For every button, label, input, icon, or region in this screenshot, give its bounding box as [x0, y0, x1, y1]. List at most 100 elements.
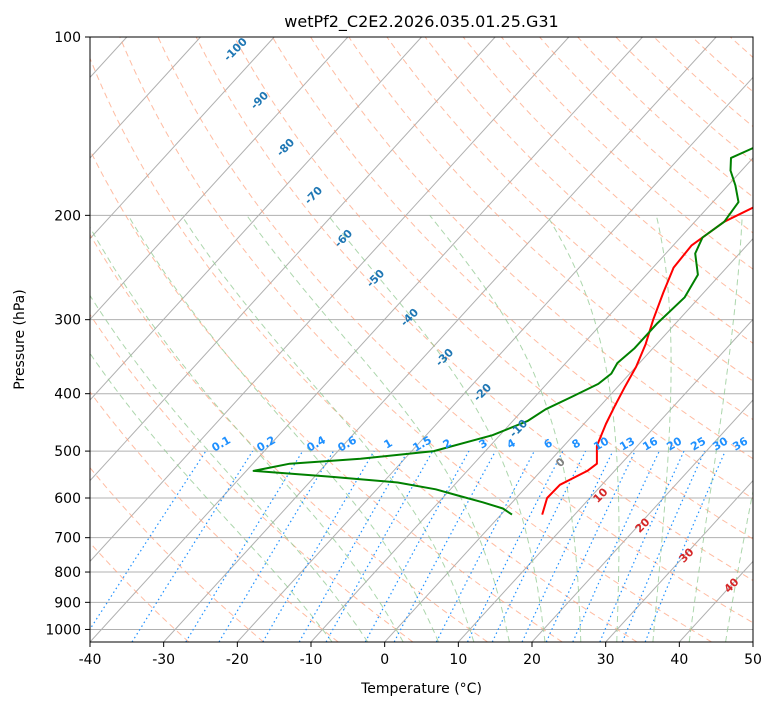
- moist-adiabat-label: 0: [553, 455, 568, 470]
- moist-adiabat-line: [546, 215, 620, 642]
- isotherm-label: -90: [248, 89, 271, 112]
- dry-adiabat-line: [233, 37, 753, 540]
- mixing-ratio-label: 30: [710, 434, 730, 453]
- dry-adiabat-line: [90, 313, 414, 642]
- dry-adiabat-line: [90, 149, 563, 642]
- moist-adiabat-label: 10: [591, 485, 611, 505]
- y-tick-label: 100: [54, 30, 81, 46]
- mixing-ratio-line: [131, 450, 254, 642]
- isotherm-line: [236, 76, 753, 642]
- isotherm-label: -30: [433, 346, 456, 369]
- mixing-ratio-label: 25: [688, 435, 708, 454]
- isotherm-label: -50: [364, 267, 387, 290]
- isotherm-label: -70: [302, 184, 325, 207]
- y-tick-label: 800: [54, 565, 81, 581]
- mixing-ratio-label: 36: [730, 434, 750, 453]
- mixing-ratio-label: 3: [477, 436, 490, 451]
- dry-adiabat-line: [424, 37, 753, 344]
- mixing-ratio-line: [491, 450, 587, 642]
- dry-adiabat-line: [272, 37, 753, 500]
- isotherm-line: [752, 641, 753, 642]
- dry-adiabat-line: [195, 37, 753, 582]
- dry-adiabat-line: [90, 57, 638, 642]
- dry-adiabat-line: [769, 37, 775, 642]
- isotherm-label: -100: [221, 35, 250, 64]
- y-tick-label: 1000: [45, 622, 81, 638]
- mixing-ratio-line: [599, 450, 685, 642]
- moist-adiabat-line: [127, 215, 439, 642]
- temperature-profile-line: [541, 206, 753, 515]
- x-tick-label: -20: [226, 652, 249, 668]
- isotherm-label: -80: [274, 136, 297, 159]
- mixing-ratio-line: [545, 450, 636, 642]
- moist-adiabat-label: 20: [633, 515, 653, 535]
- x-tick-label: 30: [597, 652, 615, 668]
- isotherm-line: [90, 37, 422, 401]
- dry-adiabat-line: [119, 37, 712, 642]
- x-tick-label: -10: [300, 652, 323, 668]
- dry-adiabat-line: [653, 37, 753, 128]
- x-axis-label: Temperature (°C): [360, 681, 482, 697]
- isotherm-line: [90, 37, 496, 482]
- moist-adiabat-line: [725, 488, 753, 642]
- moist-adiabat-line: [652, 215, 672, 642]
- mixing-ratio-line: [572, 450, 660, 642]
- y-tick-label: 200: [54, 208, 81, 224]
- mixing-ratio-line: [393, 450, 497, 642]
- dry-adiabat-line: [539, 37, 753, 234]
- x-tick-label: 40: [670, 652, 688, 668]
- line-labels: 0.1 0.2 0.4 0.6 1 1.5 2 3 4 6 8 10 13 16 20 25 30 36-100-…: [210, 35, 751, 596]
- isotherm-line: [163, 37, 717, 642]
- moist-adiabat-line: [429, 214, 582, 642]
- dry-adiabat-line: [386, 37, 753, 382]
- y-tick-label: 500: [54, 444, 81, 460]
- x-tick-label: 20: [523, 652, 541, 668]
- isotherm-label: -40: [398, 306, 421, 329]
- y-tick-label: 600: [54, 491, 81, 507]
- mixing-ratio-label: 10: [591, 434, 611, 453]
- y-tick-label: 400: [54, 387, 81, 403]
- mixing-ratio-line: [90, 450, 207, 631]
- isotherm-line: [90, 37, 643, 642]
- mixing-ratio-line: [521, 450, 614, 642]
- x-axis-ticks: -40 -30 -20 -10 0 10 20 30 40 50: [79, 642, 762, 668]
- chart-title: wetPf2_C2E2.2026.035.01.25.G31: [284, 12, 558, 32]
- x-tick-label: 50: [744, 652, 762, 668]
- profile-lines: [252, 146, 753, 516]
- isotherm-line: [605, 479, 753, 642]
- dry-adiabat-line: [157, 37, 753, 624]
- mixing-ratio-line: [218, 450, 335, 642]
- isotherm-line: [457, 318, 753, 642]
- moist-adiabat-line: [181, 215, 475, 642]
- moist-adiabat-line: [688, 215, 743, 642]
- moist-adiabat-line: [246, 215, 510, 642]
- dry-adiabat-line: [90, 542, 190, 642]
- moist-adiabat-line: [90, 352, 333, 642]
- y-axis-label: Pressure (hPa): [12, 289, 28, 389]
- x-tick-label: 0: [380, 652, 389, 668]
- mixing-ratio-line: [262, 450, 375, 642]
- isotherm-line: [90, 37, 275, 240]
- mixing-ratio-label: 1: [382, 436, 395, 451]
- isotherm-label: -60: [332, 227, 355, 250]
- dry-adiabat-line: [90, 466, 264, 642]
- x-tick-label: -40: [79, 652, 102, 668]
- isotherm-line: [90, 37, 349, 321]
- mixing-ratio-label: 6: [542, 436, 555, 451]
- mixing-ratio-label: 13: [617, 435, 637, 454]
- dewpoint-profile-line: [252, 146, 753, 516]
- isotherm-line: [90, 37, 201, 159]
- y-tick-label: 700: [54, 531, 81, 547]
- dry-adiabat-line: [501, 37, 753, 270]
- dry-adiabat-line: [615, 37, 753, 163]
- moist-adiabat-line: [90, 226, 404, 642]
- isotherm-label: -20: [471, 381, 494, 404]
- x-tick-label: -30: [152, 652, 175, 668]
- isotherm-line: [384, 237, 753, 642]
- mixing-ratio-label: 16: [640, 434, 660, 453]
- moist-adiabat-line: [90, 294, 369, 642]
- dry-adiabat-line: [348, 37, 753, 421]
- plot-frame: [89, 36, 754, 643]
- dry-adiabat-line: [90, 391, 339, 642]
